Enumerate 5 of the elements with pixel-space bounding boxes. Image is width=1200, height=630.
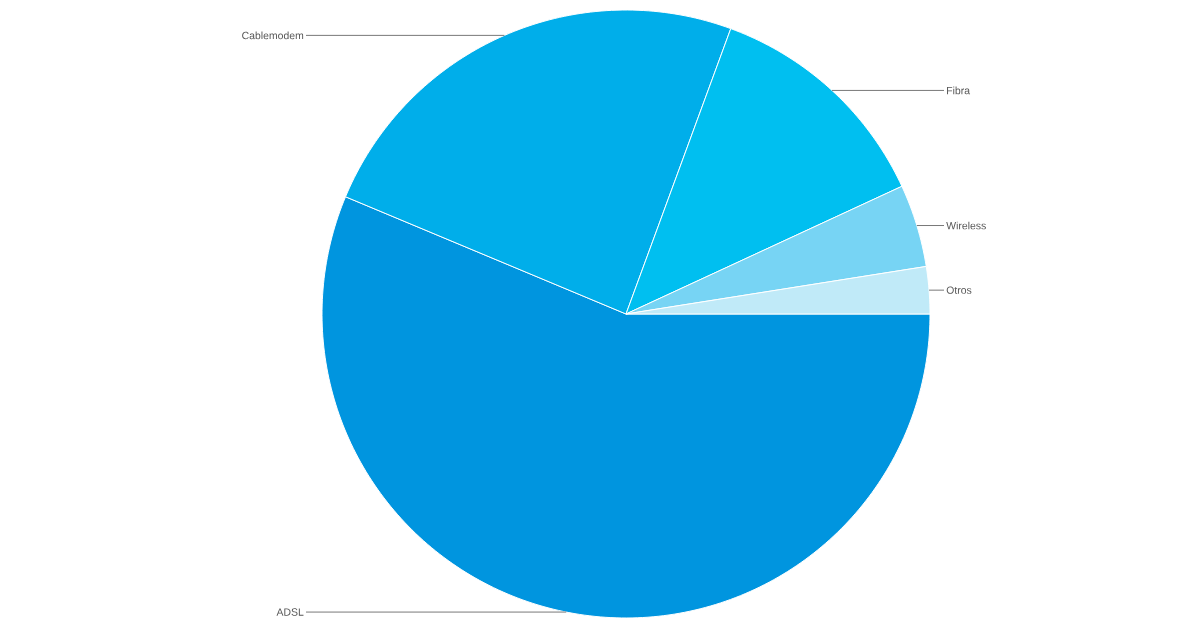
slice-label: Cablemodem <box>242 31 304 40</box>
slice-label: Wireless <box>946 221 986 230</box>
slice-label: Fibra <box>947 86 971 95</box>
slice-label: ADSL <box>276 608 304 616</box>
slice-label: Otros <box>946 286 972 294</box>
